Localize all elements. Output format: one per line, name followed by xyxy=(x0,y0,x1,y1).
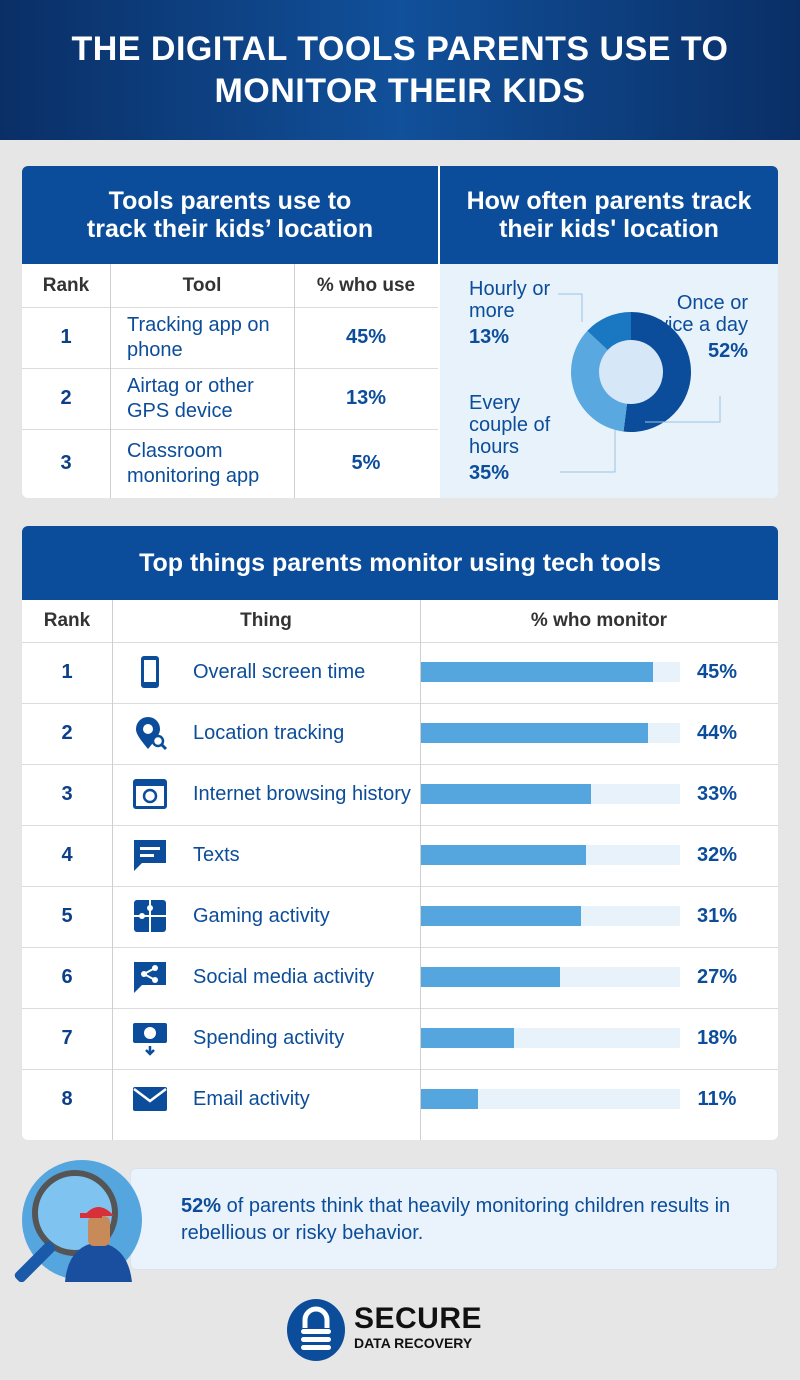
thing-cell: Overall screen time xyxy=(193,661,366,683)
thing-cell: Spending activity xyxy=(193,1027,345,1049)
column-header: Tool xyxy=(182,274,222,296)
bar-fill xyxy=(421,967,561,987)
location-search-icon xyxy=(132,715,168,751)
tools-heading: Tools parents use to track their kids’ l… xyxy=(22,166,438,264)
page-title: THE DIGITAL TOOLS PARENTS USE TO MONITOR… xyxy=(71,30,729,110)
donut-hole xyxy=(599,340,663,404)
pct-cell: 45% xyxy=(345,326,387,348)
thing-cell: Gaming activity xyxy=(193,905,330,927)
column-divider xyxy=(112,600,113,1140)
row-divider xyxy=(22,429,438,430)
pct-cell: 45% xyxy=(696,661,738,683)
tool-cell: Airtag or other GPS device xyxy=(127,374,254,422)
lock-logo-icon xyxy=(287,1299,345,1361)
label-daily: Once or twice a day 52% xyxy=(647,292,748,362)
monitor-heading: Top things parents monitor using tech to… xyxy=(22,526,778,600)
share-icon xyxy=(132,959,168,995)
money-icon xyxy=(132,1020,168,1056)
label-hourly: Hourly or more 13% xyxy=(469,278,551,348)
leader-line xyxy=(560,430,616,473)
row-divider xyxy=(22,1008,778,1009)
phone-icon xyxy=(132,654,168,690)
rank-cell: 7 xyxy=(61,1027,73,1049)
row-divider xyxy=(22,703,778,704)
rank-cell: 1 xyxy=(60,326,72,348)
rank-cell: 4 xyxy=(61,844,73,866)
column-header: Rank xyxy=(43,610,91,631)
logo-data-recovery: DATA RECOVERY xyxy=(354,1335,473,1351)
thing-cell: Social media activity xyxy=(193,966,375,988)
row-divider xyxy=(22,368,438,369)
rank-cell: 2 xyxy=(61,722,73,744)
pct-cell: 5% xyxy=(351,452,381,474)
pct-cell: 31% xyxy=(696,905,738,927)
pct-cell: 33% xyxy=(696,783,738,805)
monitor-card: Top things parents monitor using tech to… xyxy=(22,526,778,1140)
row-divider xyxy=(22,642,778,643)
pct-cell: 27% xyxy=(696,966,738,988)
column-header: Thing xyxy=(240,610,292,631)
kid-magnifier-illustration xyxy=(14,1160,142,1282)
rank-cell: 3 xyxy=(61,783,73,805)
row-divider xyxy=(22,764,778,765)
rank-cell: 1 xyxy=(61,661,73,683)
pct-cell: 13% xyxy=(345,387,387,409)
rank-cell: 6 xyxy=(61,966,73,988)
bar-fill xyxy=(421,1028,514,1048)
rank-cell: 2 xyxy=(60,387,72,409)
callout-text: 52% of parents think that heavily monito… xyxy=(181,1195,731,1244)
bar-fill xyxy=(421,1089,478,1109)
column-divider xyxy=(294,264,295,498)
pct-cell: 18% xyxy=(696,1027,738,1049)
leader-line xyxy=(645,396,721,423)
pct-cell: 11% xyxy=(697,1088,737,1110)
thing-cell: Texts xyxy=(193,844,240,866)
row-divider xyxy=(22,886,778,887)
logo-secure: SECURE xyxy=(354,1302,483,1335)
tool-cell: Classroom monitoring app xyxy=(127,439,260,487)
thing-cell: Internet browsing history xyxy=(193,783,411,805)
column-divider xyxy=(110,264,111,498)
row-divider xyxy=(22,1069,778,1070)
frequency-donut xyxy=(558,293,721,473)
row-divider xyxy=(22,307,438,308)
envelope-icon xyxy=(132,1081,168,1117)
rank-cell: 8 xyxy=(61,1088,73,1110)
frequency-heading: How often parents track their kids' loca… xyxy=(440,166,778,264)
bar-fill xyxy=(421,784,592,804)
column-divider xyxy=(420,600,421,1140)
leader-line xyxy=(558,293,583,322)
bar-track xyxy=(421,1089,680,1109)
puzzle-icon xyxy=(132,898,168,934)
label-couple-hours: Every couple of hours 35% xyxy=(469,392,551,484)
pct-cell: 32% xyxy=(696,844,738,866)
browser-history-icon xyxy=(132,776,168,812)
header-banner: THE DIGITAL TOOLS PARENTS USE TO MONITOR… xyxy=(0,0,800,140)
pct-cell: 44% xyxy=(696,722,738,744)
column-header: % who monitor xyxy=(530,610,668,631)
rank-cell: 5 xyxy=(61,905,73,927)
bar-fill xyxy=(421,723,648,743)
row-divider xyxy=(22,947,778,948)
logo: SECURE DATA RECOVERY xyxy=(286,1298,526,1362)
thing-cell: Email activity xyxy=(193,1088,310,1110)
row-divider xyxy=(22,825,778,826)
rank-cell: 3 xyxy=(60,452,72,474)
location-card: Tools parents use to track their kids’ l… xyxy=(22,166,778,498)
tool-cell: Tracking app on phone xyxy=(127,313,270,361)
bar-fill xyxy=(421,906,581,926)
message-icon xyxy=(132,837,168,873)
callout-box: 52% of parents think that heavily monito… xyxy=(130,1168,778,1270)
bar-fill xyxy=(421,845,586,865)
bar-fill xyxy=(421,662,653,682)
thing-cell: Location tracking xyxy=(193,722,345,744)
column-header: Rank xyxy=(42,274,90,296)
column-header: % who use xyxy=(316,274,416,296)
